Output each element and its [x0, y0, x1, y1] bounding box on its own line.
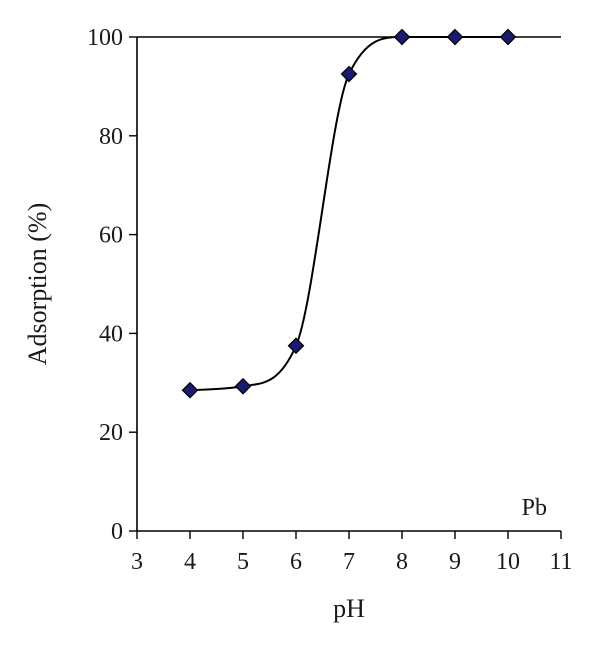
data-point — [287, 337, 305, 355]
x-axis-ticks: 3 4 5 6 7 8 9 10 11 — [131, 531, 573, 575]
data-point — [446, 28, 464, 46]
y-tick-label: 0 — [111, 519, 123, 545]
x-tick-label: 9 — [449, 549, 461, 575]
data-point — [499, 28, 517, 46]
fit-curve-layer — [189, 36, 508, 392]
plot-frame — [136, 36, 561, 532]
x-tick-label: 3 — [131, 549, 143, 575]
y-tick-label: 100 — [87, 25, 123, 51]
data-point — [340, 65, 358, 83]
x-tick-label: 4 — [184, 549, 196, 575]
y-tick-label: 60 — [99, 223, 123, 249]
x-tick-label: 6 — [290, 549, 302, 575]
data-points — [181, 28, 517, 399]
data-point — [393, 28, 411, 46]
y-tick-label: 80 — [99, 124, 123, 150]
data-point — [234, 377, 252, 395]
y-tick-label: 40 — [99, 321, 123, 347]
data-point — [181, 381, 199, 399]
series-annotation: Pb — [522, 495, 547, 521]
y-axis-title: Adsorption (%) — [23, 203, 52, 365]
y-axis-ticks: 0 20 40 60 80 100 — [87, 25, 137, 545]
x-tick-label: 11 — [549, 549, 572, 575]
fit-curve — [189, 36, 508, 392]
x-tick-label: 8 — [396, 549, 408, 575]
x-tick-label: 10 — [496, 549, 520, 575]
x-axis-title: pH — [333, 594, 365, 623]
x-tick-label: 5 — [237, 549, 249, 575]
x-tick-label: 7 — [343, 549, 355, 575]
y-tick-label: 20 — [99, 420, 123, 446]
